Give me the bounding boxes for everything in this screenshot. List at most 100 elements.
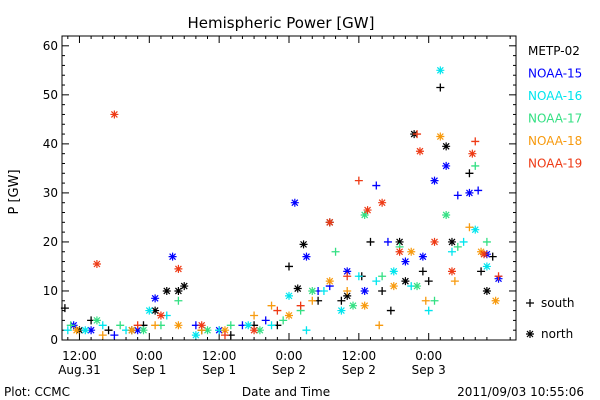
data-point-north xyxy=(285,291,293,300)
data-point-north xyxy=(151,306,160,315)
y-tick-label: 0 xyxy=(50,333,58,347)
x-tick-label-date: Sep 2 xyxy=(342,363,376,377)
data-point-north xyxy=(360,210,369,219)
data-point-south xyxy=(383,237,392,246)
data-point-south xyxy=(459,237,468,246)
data-point-north xyxy=(191,331,200,340)
y-axis: 0 10 20 30 40 50 60 xyxy=(43,39,516,347)
data-point-north xyxy=(430,176,439,185)
data-point-north xyxy=(468,149,477,158)
data-point-north xyxy=(203,326,212,335)
x-tick-label-date: Aug.31 xyxy=(58,363,101,377)
data-point-north xyxy=(343,267,352,276)
data-point-north xyxy=(139,326,148,335)
data-point-north xyxy=(401,277,410,286)
x-tick-label-time: 0:00 xyxy=(136,349,163,363)
data-point-south xyxy=(98,331,107,340)
x-tick-label-time: 0:00 xyxy=(276,349,303,363)
y-tick-label: 60 xyxy=(43,39,58,53)
data-point-north xyxy=(442,142,451,151)
data-point-north xyxy=(418,252,427,261)
data-point-north xyxy=(337,306,346,315)
data-point-south xyxy=(465,169,474,178)
data-point-north xyxy=(92,316,101,325)
legend-series-label: NOAA-15 xyxy=(528,67,582,81)
data-point-south xyxy=(267,321,276,330)
data-point-north xyxy=(479,250,488,259)
data-point-north xyxy=(220,326,229,335)
legend-series-label: METP-02 xyxy=(528,44,580,58)
data-point-north xyxy=(430,237,439,246)
legend-north-marker xyxy=(526,330,534,338)
data-point-south xyxy=(430,296,439,305)
plot-timestamp: 2011/09/03 10:55:06 xyxy=(457,385,584,399)
data-point-north xyxy=(285,311,293,320)
data-point-north xyxy=(442,210,451,219)
data-point-south xyxy=(250,311,259,320)
legend-marker-label: south xyxy=(541,296,575,310)
data-point-north xyxy=(162,286,171,295)
data-point-south xyxy=(319,286,328,295)
data-point-north xyxy=(197,321,206,330)
data-point-south xyxy=(66,321,75,330)
y-tick-label: 40 xyxy=(43,137,58,151)
data-point-north xyxy=(363,206,372,215)
data-point-south xyxy=(366,237,375,246)
legend-series-label: NOAA-19 xyxy=(528,157,582,171)
x-axis-label: Date and Time xyxy=(242,385,330,399)
plot-credit: Plot: CCMC xyxy=(4,385,70,399)
data-point-south xyxy=(378,272,387,281)
data-point-south xyxy=(436,83,445,92)
data-point-north xyxy=(302,252,311,261)
y-axis-label: P [GW] xyxy=(7,169,22,214)
data-point-north xyxy=(145,306,154,315)
data-point-south xyxy=(354,272,363,281)
data-point-north xyxy=(290,198,299,207)
data-point-north xyxy=(308,286,317,295)
data-point-south xyxy=(343,272,352,281)
data-point-south xyxy=(453,191,462,200)
data-point-north xyxy=(413,282,422,291)
y-tick-label: 30 xyxy=(43,186,58,200)
data-point-north xyxy=(360,286,369,295)
data-point-north xyxy=(151,294,160,303)
data-point-north xyxy=(389,267,398,276)
legend: METP-02 NOAA-15 NOAA-16 NOAA-17 NOAA-18 NOAA-… xyxy=(526,44,582,341)
data-point-south xyxy=(60,304,69,313)
y-tick-label: 20 xyxy=(43,235,58,249)
x-tick-label-time: 12:00 xyxy=(62,349,97,363)
data-point-north xyxy=(250,326,259,335)
data-point-south xyxy=(372,277,381,286)
data-point-north xyxy=(436,66,445,75)
data-point-south xyxy=(331,247,340,256)
data-point-north xyxy=(299,240,308,249)
data-point-north xyxy=(325,218,334,227)
data-point-north xyxy=(401,257,410,266)
data-point-south xyxy=(474,186,483,195)
data-point-south xyxy=(110,331,119,340)
data-point-north xyxy=(482,286,491,295)
data-point-south xyxy=(296,301,305,310)
data-point-north xyxy=(180,282,189,291)
data-point-north xyxy=(92,260,101,268)
data-point-south xyxy=(424,306,433,315)
series-noaa-18 xyxy=(72,132,500,340)
x-tick-label-date: Sep 1 xyxy=(202,363,236,377)
data-point-south xyxy=(482,237,491,246)
legend-series-label: NOAA-17 xyxy=(528,112,582,126)
data-point-north xyxy=(395,237,404,246)
data-point-south xyxy=(354,176,363,185)
data-point-north xyxy=(491,296,500,305)
data-point-north xyxy=(325,277,334,286)
data-point-south xyxy=(174,296,183,305)
data-point-south xyxy=(418,267,427,276)
data-point-south xyxy=(104,326,113,335)
legend-marker-label: north xyxy=(541,327,573,341)
data-point-south xyxy=(220,331,229,340)
data-point-south xyxy=(285,262,293,271)
series-noaa-16 xyxy=(63,66,491,340)
data-point-south xyxy=(279,316,288,325)
data-point-north xyxy=(72,326,81,335)
data-point-south xyxy=(453,242,462,251)
data-point-south xyxy=(471,137,480,146)
